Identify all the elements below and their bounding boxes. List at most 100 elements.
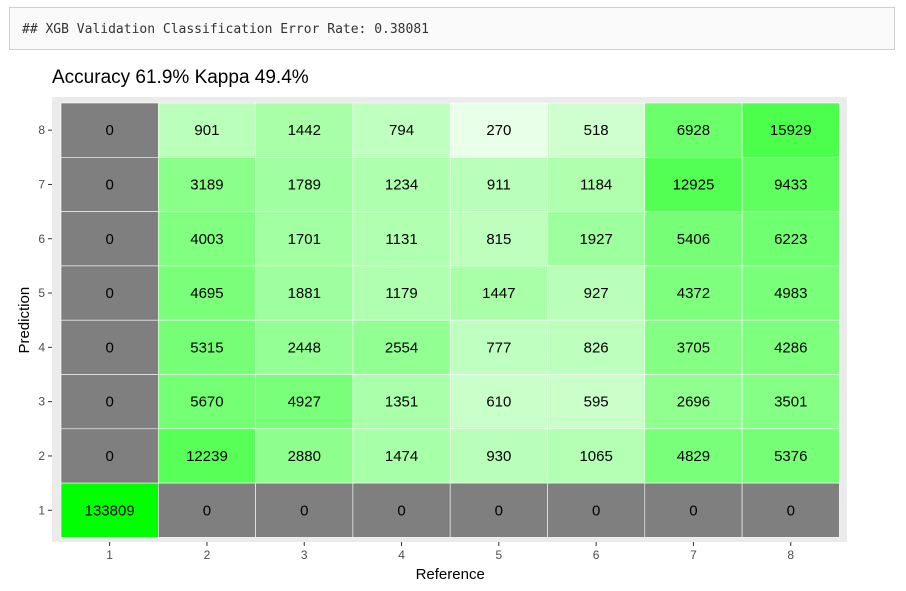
heatmap-cell	[449, 265, 548, 321]
x-tick-label: 5	[496, 548, 503, 562]
heatmap-cell	[60, 102, 159, 158]
cell-value-label: 5315	[190, 339, 223, 356]
y-tick-label: 8	[38, 123, 45, 137]
cell-value-label: 5406	[677, 231, 710, 248]
cell-value-label: 518	[584, 122, 609, 139]
heatmap-cell	[255, 319, 354, 375]
y-tick-label: 2	[38, 449, 45, 463]
cell-value-label: 0	[787, 502, 795, 519]
cell-value-label: 1881	[288, 285, 321, 302]
heatmap-cell	[158, 319, 256, 375]
cell-value-label: 0	[105, 285, 113, 302]
heatmap-cell	[60, 319, 159, 375]
heatmap-cell	[60, 428, 159, 484]
cell-value-label: 0	[105, 339, 113, 356]
heatmap-cell	[547, 102, 646, 158]
cell-value-label: 927	[584, 285, 609, 302]
heatmap-cell	[741, 211, 840, 267]
heatmap-cell	[449, 319, 548, 375]
heatmap-cell	[255, 374, 354, 430]
heatmap-cell	[449, 102, 548, 158]
cell-value-label: 911	[487, 176, 511, 193]
heatmap-cell	[60, 482, 159, 538]
cell-value-label: 0	[105, 231, 113, 248]
cell-value-label: 270	[486, 122, 511, 139]
cell-value-label: 0	[105, 122, 113, 139]
cell-value-label: 794	[389, 122, 414, 139]
cell-value-label: 12239	[186, 448, 228, 465]
heatmap-cell	[741, 374, 840, 430]
heatmap-cell	[449, 211, 548, 267]
x-tick-label: 7	[690, 548, 697, 562]
x-tick-label: 3	[301, 548, 308, 562]
y-tick-label: 6	[38, 232, 45, 246]
cell-value-label: 12925	[673, 176, 715, 193]
heatmap-cell	[352, 157, 451, 212]
heatmap-cell	[547, 265, 646, 321]
x-tick-label: 1	[106, 548, 113, 562]
cell-value-label: 0	[397, 502, 405, 519]
heatmap-cell	[158, 102, 256, 158]
cell-value-label: 826	[584, 339, 609, 356]
heatmap-cell	[547, 157, 646, 212]
cell-value-label: 1234	[385, 176, 418, 193]
heatmap-cell	[644, 265, 743, 321]
heatmap-cell	[644, 319, 743, 375]
cell-value-label: 3705	[677, 339, 710, 356]
y-tick-label: 4	[38, 340, 45, 354]
heatmap-cell	[547, 211, 646, 267]
cell-value-label: 15929	[770, 122, 812, 139]
cell-value-label: 4983	[774, 285, 807, 302]
heatmap-cell	[644, 157, 743, 212]
cell-value-label: 0	[592, 502, 600, 519]
heatmap-cell	[449, 482, 548, 538]
y-tick-label: 3	[38, 395, 45, 409]
heatmap-cell	[158, 211, 256, 267]
cell-value-label: 2448	[288, 339, 321, 356]
cell-value-label: 4003	[190, 231, 223, 248]
heatmap-cell	[741, 102, 840, 158]
cell-value-label: 0	[105, 394, 113, 411]
cell-value-label: 1184	[580, 176, 612, 193]
cell-value-label: 4372	[677, 285, 710, 302]
cell-value-label: 2696	[677, 394, 710, 411]
x-tick-label: 4	[398, 548, 405, 562]
heatmap-cell	[741, 265, 840, 321]
heatmap-cell	[547, 319, 646, 375]
heatmap-cell	[352, 265, 451, 321]
heatmap-cell	[60, 157, 159, 212]
heatmap-cell	[741, 428, 840, 484]
heatmap-cell	[158, 374, 256, 430]
heatmap-cell	[158, 428, 256, 484]
cell-value-label: 5376	[774, 448, 807, 465]
heatmap-cell	[547, 374, 646, 430]
cell-value-label: 0	[495, 502, 503, 519]
cell-value-label: 1474	[385, 448, 418, 465]
cell-value-label: 0	[105, 176, 113, 193]
heatmap-cell	[644, 428, 743, 484]
heatmap-cell	[352, 374, 451, 430]
cell-value-label: 4829	[677, 448, 710, 465]
cell-value-label: 815	[486, 231, 511, 248]
y-tick-label: 7	[38, 177, 45, 191]
heatmap-cell	[255, 102, 354, 158]
x-tick-label: 2	[204, 548, 211, 562]
cell-value-label: 595	[584, 394, 609, 411]
cell-value-label: 1447	[482, 285, 515, 302]
heatmap-cell	[741, 482, 840, 538]
heatmap-cell	[60, 211, 159, 267]
heatmap-cell	[352, 319, 451, 375]
cell-value-label: 0	[105, 448, 113, 465]
cell-value-label: 930	[486, 448, 511, 465]
cell-value-label: 777	[486, 339, 511, 356]
heatmap-cell	[547, 482, 646, 538]
cell-value-label: 4695	[190, 285, 223, 302]
cell-value-label: 4286	[774, 339, 807, 356]
heatmap-cell	[741, 157, 840, 212]
cell-value-label: 5670	[190, 394, 223, 411]
cell-value-label: 0	[203, 502, 211, 519]
cell-value-label: 6928	[677, 122, 710, 139]
cell-value-label: 3189	[190, 176, 223, 193]
cell-value-label: 1131	[385, 231, 417, 248]
y-tick-label: 5	[38, 286, 45, 300]
